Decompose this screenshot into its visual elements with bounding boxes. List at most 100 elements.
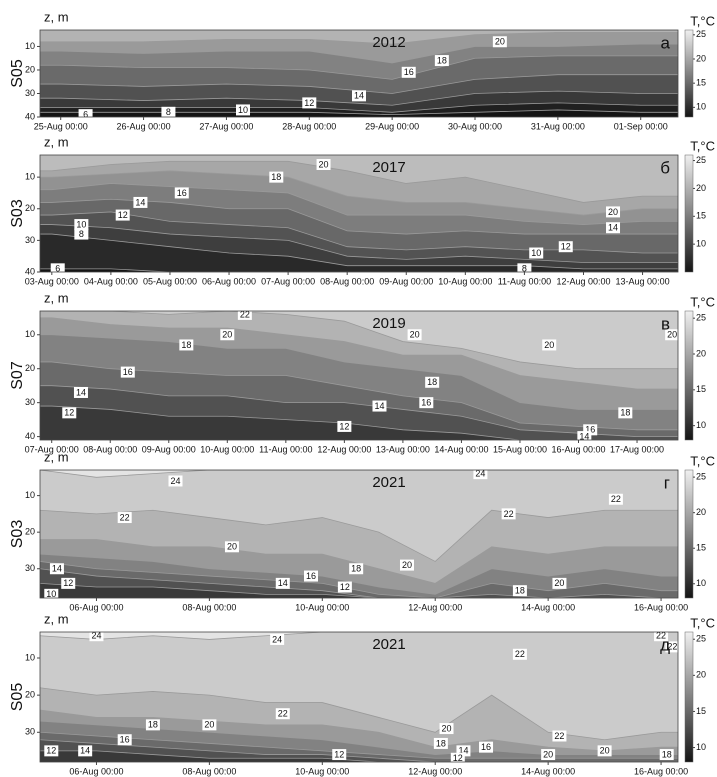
colorbar [685,470,693,598]
x-tick-label: 16-Aug 00:00 [634,602,688,612]
x-tick-label: 12-Aug 00:00 [408,766,462,776]
colorbar-tick-label: 10 [696,239,706,249]
contour-label: 20 [608,207,618,217]
contour-label: 16 [123,367,133,377]
contour-label: 8 [166,107,171,117]
x-tick-label: 06-Aug 00:00 [202,276,256,286]
contour-label: 18 [620,408,630,418]
colorbar-tick-label: 25 [696,313,706,323]
y-tick-label: 30 [25,235,35,245]
x-tick-label: 08-Aug 00:00 [83,444,137,454]
station-label: S03 [9,199,26,228]
contour-label: 12 [561,242,571,252]
colorbar-tick-label: 20 [696,670,706,680]
x-tick-label: 27-Aug 00:00 [199,121,253,131]
contour-label: 8 [79,229,84,239]
contour-label: 20 [222,330,232,340]
colorbar-tick-label: 10 [696,578,706,588]
y-tick-label: 20 [25,690,35,700]
panel: 1012142224201416121820242218202210203006… [9,449,715,612]
contour-label: 10 [238,105,248,115]
colorbar-tick-label: 25 [696,155,706,165]
y-axis-label: z, m [44,611,69,626]
panel-title: 2012 [372,34,405,51]
y-tick-label: 40 [25,266,35,276]
contour-label: 22 [120,512,130,522]
contour-label: 16 [120,735,130,745]
contour-label: 18 [351,564,361,574]
x-tick-label: 12-Aug 00:00 [556,276,610,286]
contour-label: 14 [135,197,145,207]
station-label: S05 [9,59,26,88]
station-label: S03 [9,520,26,549]
contour-label: 24 [272,634,282,644]
panel: 681012141618202014121081020304003-Aug 00… [9,134,715,286]
x-tick-label: 10-Aug 00:00 [438,276,492,286]
colorbar [685,30,693,117]
x-tick-label: 16-Aug 00:00 [634,766,688,776]
x-tick-label: 11-Aug 00:00 [259,444,312,454]
y-tick-label: 30 [25,88,35,98]
contour-label: 12 [304,98,314,108]
colorbar-tick-label: 25 [696,471,706,481]
y-tick-label: 40 [25,431,35,441]
colorbar-label: T,°C [690,453,715,468]
contour-label: 20 [544,340,554,350]
x-tick-label: 30-Aug 00:00 [448,121,502,131]
contour-label: 12 [334,749,344,759]
station-label: S05 [9,683,26,712]
colorbar [685,155,693,272]
contour-label: 20 [319,159,329,169]
x-tick-label: 12-Aug 00:00 [408,602,462,612]
y-axis-label: z, m [44,290,69,305]
contour-label: 18 [437,55,447,65]
y-tick-label: 20 [25,363,35,373]
x-tick-label: 05-Aug 00:00 [143,276,197,286]
y-tick-label: 10 [25,329,35,339]
contour-label: 20 [227,542,237,552]
contour-label: 20 [543,749,553,759]
x-tick-label: 14-Aug 00:00 [521,602,575,612]
x-tick-label: 26-Aug 00:00 [117,121,171,131]
contour-label: 20 [402,560,412,570]
contour-label: 14 [354,91,364,101]
x-tick-label: 07-Aug 00:00 [261,276,315,286]
contour-label: 18 [427,377,437,387]
x-tick-label: 04-Aug 00:00 [84,276,138,286]
contour-label: 22 [515,649,525,659]
x-tick-label: 14-Aug 00:00 [434,444,488,454]
x-tick-label: 09-Aug 00:00 [379,276,433,286]
contour-label: 12 [118,210,128,220]
colorbar-tick-label: 15 [696,706,706,716]
panel-letter: б [660,158,670,177]
field: 12141618202220181614122018161420 [35,309,683,445]
x-tick-label: 09-Aug 00:00 [142,444,196,454]
x-tick-label: 01-Sep 00:00 [614,121,668,131]
panel-letter: а [661,33,671,52]
x-tick-label: 28-Aug 00:00 [282,121,336,131]
x-tick-label: 10-Aug 00:00 [295,602,349,612]
x-tick-label: 10-Aug 00:00 [295,766,349,776]
contour-label: 14 [80,746,90,756]
colorbar-tick-label: 20 [696,507,706,517]
y-axis-label: z, m [44,134,69,149]
contour-label: 16 [177,188,187,198]
colorbar [685,632,693,762]
x-tick-label: 13-Aug 00:00 [616,276,670,286]
contour-label: 18 [148,720,158,730]
panel-letter: д [660,635,670,654]
panel: 1214161820222424122018141612222222222020… [9,611,715,776]
y-tick-label: 10 [25,41,35,51]
contour-label: 18 [271,172,281,182]
x-tick-label: 15-Aug 00:00 [493,444,547,454]
contour-label: 14 [52,564,62,574]
colorbar-tick-label: 25 [696,634,706,644]
y-tick-label: 30 [25,563,35,573]
x-tick-label: 03-Aug 00:00 [25,276,79,286]
x-tick-label: 10-Aug 00:00 [200,444,254,454]
contour-label: 20 [204,720,214,730]
contour-label: 20 [442,723,452,733]
x-tick-label: 08-Aug 00:00 [320,276,374,286]
